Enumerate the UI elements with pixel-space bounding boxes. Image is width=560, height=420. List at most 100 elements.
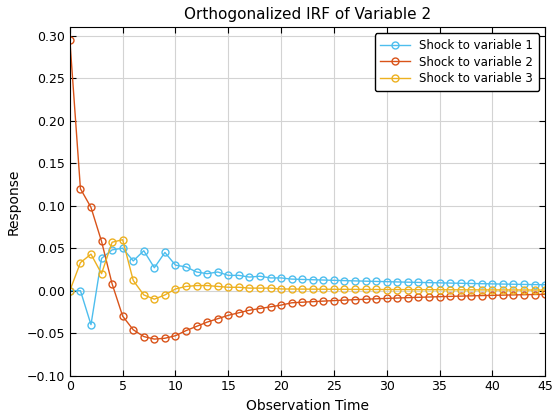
Shock to variable 3	[109, 240, 115, 245]
Shock to variable 1	[478, 281, 485, 286]
Shock to variable 1	[384, 279, 390, 284]
Shock to variable 2	[500, 293, 506, 298]
Shock to variable 2	[204, 320, 211, 325]
Shock to variable 3	[288, 286, 295, 291]
Shock to variable 1	[373, 279, 380, 284]
Shock to variable 2	[404, 295, 411, 300]
Shock to variable 2	[87, 205, 94, 210]
Shock to variable 1	[320, 278, 326, 283]
Shock to variable 3	[384, 287, 390, 292]
Shock to variable 2	[236, 310, 242, 315]
Shock to variable 2	[214, 316, 221, 321]
Shock to variable 1	[330, 278, 337, 283]
Shock to variable 3	[87, 252, 94, 257]
Shock to variable 3	[214, 284, 221, 289]
Shock to variable 3	[542, 288, 548, 293]
Shock to variable 1	[256, 274, 263, 279]
Shock to variable 1	[489, 281, 496, 286]
Shock to variable 2	[415, 295, 422, 300]
Shock to variable 3	[278, 286, 284, 291]
Shock to variable 3	[193, 283, 200, 288]
Shock to variable 1	[77, 288, 84, 293]
Shock to variable 2	[320, 299, 326, 304]
Shock to variable 1	[193, 270, 200, 275]
Shock to variable 3	[183, 284, 189, 289]
Shock to variable 1	[362, 278, 369, 284]
Shock to variable 3	[299, 286, 306, 291]
Shock to variable 3	[468, 287, 474, 292]
Line: Shock to variable 2: Shock to variable 2	[67, 37, 549, 343]
Shock to variable 2	[130, 327, 137, 332]
Shock to variable 2	[151, 336, 158, 341]
Shock to variable 1	[267, 276, 274, 281]
Shock to variable 2	[310, 299, 316, 304]
Shock to variable 1	[352, 278, 358, 284]
Shock to variable 2	[256, 306, 263, 311]
Shock to variable 3	[225, 285, 232, 290]
Shock to variable 1	[394, 279, 400, 284]
Shock to variable 2	[98, 239, 105, 244]
Shock to variable 2	[161, 336, 168, 341]
Shock to variable 2	[183, 328, 189, 333]
Shock to variable 3	[256, 286, 263, 291]
Line: Shock to variable 3: Shock to variable 3	[67, 236, 549, 303]
Shock to variable 1	[531, 282, 538, 287]
Shock to variable 3	[531, 288, 538, 293]
Shock to variable 3	[394, 287, 400, 292]
Legend: Shock to variable 1, Shock to variable 2, Shock to variable 3: Shock to variable 1, Shock to variable 2…	[375, 33, 539, 91]
Shock to variable 3	[310, 286, 316, 291]
Shock to variable 3	[119, 237, 126, 242]
Shock to variable 1	[436, 280, 443, 285]
Shock to variable 3	[415, 287, 422, 292]
Shock to variable 2	[394, 296, 400, 301]
Shock to variable 1	[278, 276, 284, 281]
Shock to variable 3	[130, 278, 137, 283]
Shock to variable 1	[214, 270, 221, 275]
Shock to variable 1	[500, 281, 506, 286]
Shock to variable 1	[141, 248, 147, 253]
Line: Shock to variable 1: Shock to variable 1	[67, 245, 549, 328]
Shock to variable 1	[67, 288, 73, 293]
Shock to variable 2	[341, 298, 348, 303]
Shock to variable 2	[141, 334, 147, 339]
Shock to variable 1	[510, 282, 517, 287]
Shock to variable 3	[510, 287, 517, 292]
Shock to variable 2	[246, 308, 253, 313]
X-axis label: Observation Time: Observation Time	[246, 399, 369, 413]
Shock to variable 1	[172, 262, 179, 268]
Shock to variable 3	[458, 287, 464, 292]
Shock to variable 3	[426, 287, 432, 292]
Shock to variable 1	[341, 278, 348, 283]
Shock to variable 3	[478, 287, 485, 292]
Shock to variable 1	[225, 273, 232, 278]
Shock to variable 1	[299, 277, 306, 282]
Shock to variable 3	[330, 287, 337, 292]
Shock to variable 3	[204, 283, 211, 288]
Shock to variable 1	[98, 256, 105, 261]
Shock to variable 2	[458, 294, 464, 299]
Shock to variable 3	[77, 260, 84, 265]
Shock to variable 1	[161, 250, 168, 255]
Shock to variable 1	[151, 265, 158, 270]
Shock to variable 2	[119, 314, 126, 319]
Shock to variable 2	[436, 294, 443, 299]
Shock to variable 3	[67, 288, 73, 293]
Shock to variable 3	[521, 287, 528, 292]
Shock to variable 1	[183, 264, 189, 269]
Shock to variable 3	[436, 287, 443, 292]
Shock to variable 3	[352, 287, 358, 292]
Shock to variable 2	[299, 300, 306, 305]
Shock to variable 1	[288, 277, 295, 282]
Shock to variable 2	[278, 302, 284, 307]
Shock to variable 2	[478, 293, 485, 298]
Shock to variable 2	[288, 300, 295, 305]
Y-axis label: Response: Response	[7, 168, 21, 235]
Title: Orthogonalized IRF of Variable 2: Orthogonalized IRF of Variable 2	[184, 7, 431, 22]
Shock to variable 3	[151, 297, 158, 302]
Shock to variable 3	[320, 287, 326, 292]
Shock to variable 2	[77, 186, 84, 191]
Shock to variable 2	[172, 333, 179, 338]
Shock to variable 1	[447, 281, 454, 286]
Shock to variable 1	[119, 246, 126, 251]
Shock to variable 2	[447, 294, 454, 299]
